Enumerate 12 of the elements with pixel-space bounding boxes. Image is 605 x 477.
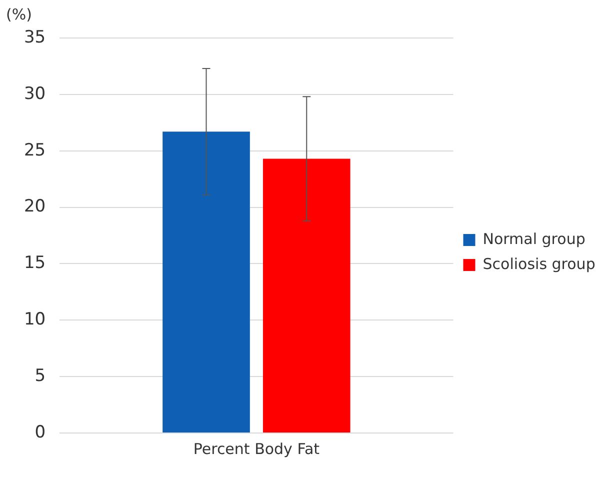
legend-label: Scoliosis group (482, 254, 596, 273)
legend-label: Normal group (482, 230, 586, 248)
y-tick-label: 15 (24, 253, 46, 274)
y-tick-label: 5 (34, 366, 46, 386)
x-tick-label: Percent Body Fat (193, 440, 320, 458)
y-tick-label: 20 (24, 196, 46, 217)
y-tick-label: 0 (34, 422, 46, 442)
y-tick-label: 35 (24, 27, 46, 48)
y-tick-label: 30 (24, 84, 46, 104)
y-axis-title: (%) (6, 5, 32, 24)
y-tick-label: 25 (24, 140, 46, 160)
y-tick-label: 10 (24, 310, 46, 330)
